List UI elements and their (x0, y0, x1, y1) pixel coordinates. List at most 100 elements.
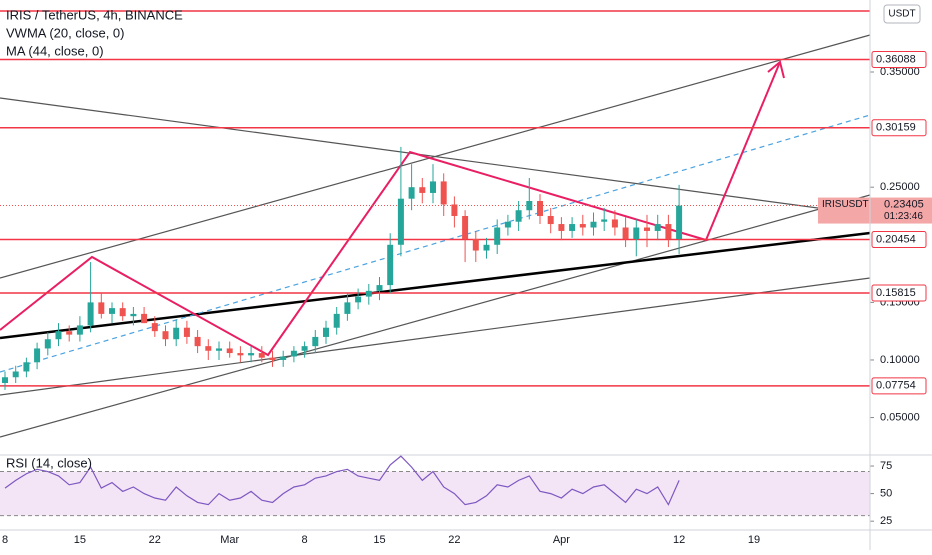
candle-body (558, 224, 565, 231)
indicator-label: MA (44, close, 0) (6, 43, 104, 58)
price-label: 0.23405 (884, 198, 924, 210)
candle-body (183, 327, 190, 337)
x-tick-label: 12 (673, 534, 685, 546)
candle-body (151, 323, 158, 332)
candle-body (387, 244, 394, 286)
candle-body (344, 302, 351, 314)
level-label: 0.15815 (876, 287, 916, 299)
x-tick-label: Apr (553, 534, 570, 546)
candle-body (237, 353, 244, 356)
candle-body (269, 357, 276, 360)
candle-body (537, 201, 543, 216)
rsi-band (0, 471, 870, 516)
price-tag (870, 197, 932, 224)
x-tick-label: 15 (74, 534, 86, 546)
candle-body (569, 224, 576, 231)
rsi-tick-label: 75 (880, 460, 892, 472)
candle-body (2, 377, 8, 384)
x-tick-label: 22 (448, 534, 460, 546)
projection-path (0, 61, 781, 357)
candle-body (611, 219, 618, 228)
candle-body (504, 221, 511, 228)
x-tick-label: 15 (373, 534, 385, 546)
candle-body (66, 331, 73, 335)
dashed-channel (0, 114, 871, 373)
level-label: 0.30159 (876, 122, 916, 134)
candle-body (430, 181, 436, 193)
rsi-line (4, 455, 680, 506)
candle-body (194, 336, 201, 347)
candles (2, 146, 683, 390)
rsi-tick-label: 25 (880, 515, 892, 527)
symbol-label: IRISUSDT (822, 199, 869, 210)
level-tag (871, 231, 927, 249)
candle-body (601, 219, 608, 222)
trend-line (0, 34, 871, 279)
candle-body (130, 313, 137, 317)
candle-body (622, 227, 629, 240)
candle-body (654, 224, 661, 231)
x-tick-label: 8 (2, 534, 8, 546)
x-tick-label: Mar (220, 534, 239, 546)
candle-body (590, 221, 597, 228)
candle-body (55, 331, 62, 340)
x-tick-label: 8 (302, 534, 308, 546)
candle-body (644, 227, 650, 231)
candle-body (526, 201, 533, 211)
level-tag (871, 377, 927, 395)
y-tick-label: 0.25000 (880, 181, 920, 193)
candle-body (494, 227, 501, 245)
candle-body (119, 308, 126, 317)
indicator-label: VWMA (20, close, 0) (6, 25, 124, 40)
candle-body (34, 348, 41, 363)
candle-body (98, 302, 105, 314)
level-tag (871, 50, 927, 68)
candle-body (376, 285, 383, 291)
candle-body (280, 356, 287, 360)
candle-body (248, 353, 255, 356)
candle-body (258, 353, 265, 358)
candle-body (333, 313, 340, 328)
trend-line (0, 277, 871, 396)
candle-body (579, 224, 586, 228)
candle-body (87, 302, 94, 326)
level-tag (871, 119, 927, 137)
candle-body (109, 308, 115, 314)
candle-body (226, 348, 233, 354)
level-label: 0.07754 (876, 380, 916, 392)
rsi-tick-label: 50 (880, 488, 892, 500)
countdown-label: 01:23:46 (884, 211, 923, 222)
candle-body (290, 350, 297, 357)
candle-body (665, 224, 672, 240)
y-tick-label: 0.35000 (880, 66, 920, 78)
candle-body (462, 215, 469, 240)
rsi-title: RSI (14, close) (6, 455, 92, 470)
candle-body (440, 181, 447, 205)
level-label: 0.36088 (876, 53, 916, 65)
candle-body (173, 327, 180, 340)
x-tick-label: 22 (149, 534, 161, 546)
candle-body (633, 227, 640, 240)
candle-body (408, 187, 415, 199)
symbol-tag (818, 197, 870, 224)
candle-body (323, 327, 329, 337)
candle-body (44, 339, 51, 349)
currency-label[interactable]: USDT (888, 9, 915, 20)
candle-body (162, 331, 169, 340)
currency-button[interactable] (883, 4, 921, 24)
candle-body (483, 244, 490, 251)
candle-body (397, 198, 404, 245)
candle-body (676, 205, 683, 240)
candle-body (472, 239, 479, 251)
chart-title: IRIS / TetherUS, 4h, BINANCE (6, 7, 183, 22)
level-label: 0.20454 (876, 233, 916, 245)
candle-body (365, 290, 372, 297)
x-tick-label: 19 (748, 534, 760, 546)
arrow-head (767, 60, 785, 79)
candle-body (547, 215, 554, 225)
candle-body (355, 296, 362, 303)
y-tick-label: 0.05000 (880, 411, 920, 423)
candle-body (141, 313, 148, 324)
